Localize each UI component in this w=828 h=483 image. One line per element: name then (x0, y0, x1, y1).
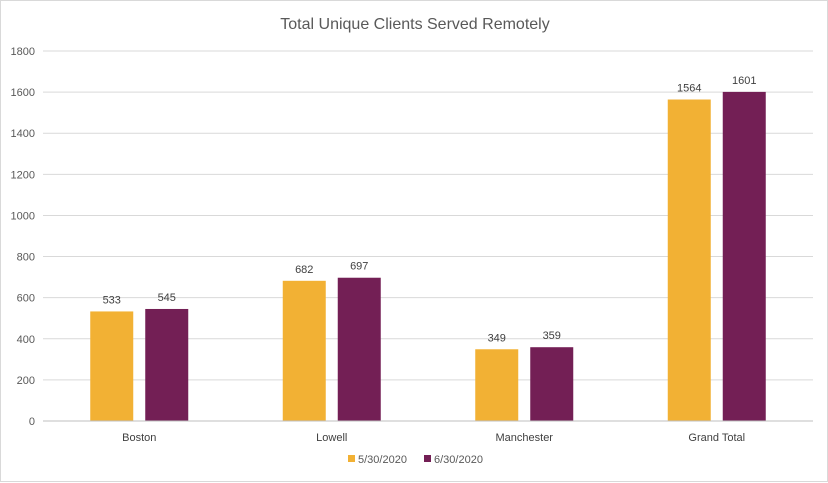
bar-grand-total-series-2 (722, 91, 766, 422)
data-label: 682 (295, 264, 313, 276)
y-tick-label: 800 (17, 252, 35, 264)
bar-lowell-series-2 (337, 277, 381, 421)
y-tick-label: 1200 (11, 169, 35, 181)
category-label: Grand Total (688, 432, 745, 444)
data-label: 1601 (732, 75, 756, 87)
y-tick-label: 1800 (11, 46, 35, 58)
y-tick-label: 1600 (11, 87, 35, 99)
category-label: Manchester (496, 432, 554, 444)
data-label: 359 (543, 330, 561, 342)
data-label: 697 (350, 261, 368, 273)
bar-grand-total-series-1 (667, 99, 711, 421)
chart-title: Total Unique Clients Served Remotely (280, 16, 549, 33)
y-tick-label: 1400 (11, 128, 35, 140)
x-axis-categories: Boston Lowell Manchester Grand Total (122, 432, 745, 444)
y-tick-label: 200 (17, 375, 35, 387)
legend-swatch (424, 455, 431, 462)
bar-boston-series-1 (90, 311, 134, 421)
y-tick-label: 600 (17, 293, 35, 305)
y-tick-label: 0 (29, 416, 35, 428)
data-label: 545 (158, 292, 176, 304)
legend-label: 6/30/2020 (434, 454, 483, 466)
legend-label: 5/30/2020 (358, 454, 407, 466)
legend-swatch (348, 455, 355, 462)
category-label: Boston (122, 432, 156, 444)
data-label: 1564 (677, 83, 701, 95)
y-axis-ticks: 0 200 400 600 800 1000 1200 1400 1600 1800 (11, 46, 35, 428)
category-label: Lowell (316, 432, 347, 444)
bars (90, 91, 766, 422)
bar-manchester-series-1 (475, 349, 519, 421)
bar-lowell-series-1 (282, 280, 326, 421)
data-labels: 533 545 682 697 349 359 1564 1601 (103, 75, 757, 344)
data-label: 533 (103, 294, 121, 306)
data-label: 349 (488, 332, 506, 344)
bar-manchester-series-2 (530, 347, 574, 421)
y-tick-label: 400 (17, 334, 35, 346)
legend: 5/30/2020 6/30/2020 (348, 454, 483, 466)
y-tick-label: 1000 (11, 210, 35, 222)
bar-boston-series-2 (145, 308, 189, 421)
